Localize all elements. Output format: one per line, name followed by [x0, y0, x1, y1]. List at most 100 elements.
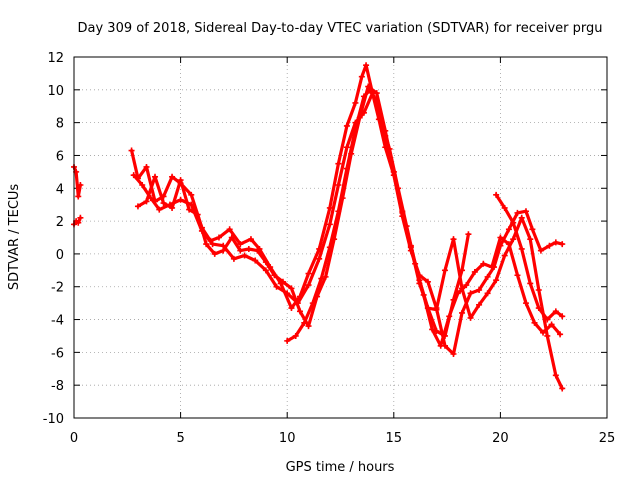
data-point [471, 268, 478, 275]
data-point [77, 181, 84, 188]
data-point [309, 300, 316, 307]
data-point [522, 208, 529, 215]
data-point [546, 242, 553, 249]
axis-ticks: 0 5 10 15 20 25 -10 -8 -6 -4 -2 0 2 4 6 8 10 12 [43, 51, 616, 446]
data-point [284, 290, 291, 297]
data-point [441, 267, 448, 274]
data-point [343, 165, 350, 172]
x-tick-label: 5 [176, 431, 184, 446]
x-tick-label: 15 [386, 431, 403, 446]
data-point [367, 86, 374, 93]
data-point [262, 267, 269, 274]
data-point [335, 181, 342, 188]
data-point [373, 90, 380, 97]
data-point [527, 280, 534, 287]
data-point [254, 247, 261, 254]
data-point [241, 252, 248, 259]
data-point [215, 234, 222, 241]
x-axis-label: GPS time / hours [286, 460, 395, 475]
data-point [177, 177, 184, 184]
data-point [322, 273, 329, 280]
y-tick-label: 2 [56, 215, 64, 230]
data-point [160, 200, 167, 207]
data-point [194, 211, 201, 218]
data-point [382, 132, 389, 139]
data-point [501, 204, 508, 211]
data-point [305, 323, 312, 330]
data-point [130, 172, 137, 179]
data-point [424, 278, 431, 285]
data-point [540, 329, 547, 336]
data-point [459, 309, 466, 316]
data-point [203, 241, 210, 248]
series-track-5 [493, 191, 566, 323]
data-point [247, 236, 254, 243]
data-point [544, 332, 551, 339]
data-point [510, 219, 517, 226]
data-point [211, 250, 218, 257]
data-point [407, 242, 414, 249]
data-point [326, 244, 333, 251]
data-point [529, 226, 536, 233]
data-point [552, 239, 559, 246]
x-tick-label: 20 [492, 431, 509, 446]
data-point [284, 337, 291, 344]
data-point [518, 245, 525, 252]
data-point [437, 342, 444, 349]
data-point [288, 285, 295, 292]
data-point [441, 332, 448, 339]
data-point [552, 308, 559, 315]
data-point [343, 122, 350, 129]
data-point [459, 267, 466, 274]
data-point [326, 221, 333, 228]
data-point [220, 247, 227, 254]
y-tick-label: 8 [56, 117, 64, 132]
data-point [548, 321, 555, 328]
data-point [230, 255, 237, 262]
plot-frame [73, 56, 608, 419]
y-tick-label: -10 [43, 412, 64, 427]
series-start-b [71, 214, 84, 228]
series-start-a [71, 163, 84, 200]
data-point [316, 255, 323, 262]
data-point [188, 191, 195, 198]
data-point [488, 264, 495, 271]
y-tick-label: 4 [56, 182, 64, 197]
data-point [75, 219, 82, 226]
data-point [228, 234, 235, 241]
data-point [363, 62, 370, 69]
data-point [535, 287, 542, 294]
data-point [544, 316, 551, 323]
data-point [514, 272, 521, 279]
data-point [450, 296, 457, 303]
data-point [305, 282, 312, 289]
data-point [480, 260, 487, 267]
data-point [518, 214, 525, 221]
y-tick-label: 12 [47, 51, 64, 66]
data-point [450, 236, 457, 243]
data-point [484, 273, 491, 280]
data-point [237, 241, 244, 248]
data-point [493, 277, 500, 284]
y-tick-label: -8 [51, 379, 64, 394]
data-point [77, 214, 84, 221]
data-point [75, 193, 82, 200]
data-point [497, 234, 504, 241]
data-point [335, 208, 342, 215]
y-tick-label: 6 [56, 149, 64, 164]
data-point [177, 196, 184, 203]
data-point [467, 314, 474, 321]
data-point [399, 209, 406, 216]
data-point [352, 99, 359, 106]
data-point [186, 206, 193, 213]
data-point [139, 181, 146, 188]
data-point [143, 198, 150, 205]
series-trace [72, 216, 82, 226]
data-point [493, 191, 500, 198]
data-point [476, 287, 483, 294]
y-tick-label: 10 [47, 84, 64, 99]
data-point [559, 241, 566, 248]
data-point [433, 328, 440, 335]
data-point [143, 163, 150, 170]
